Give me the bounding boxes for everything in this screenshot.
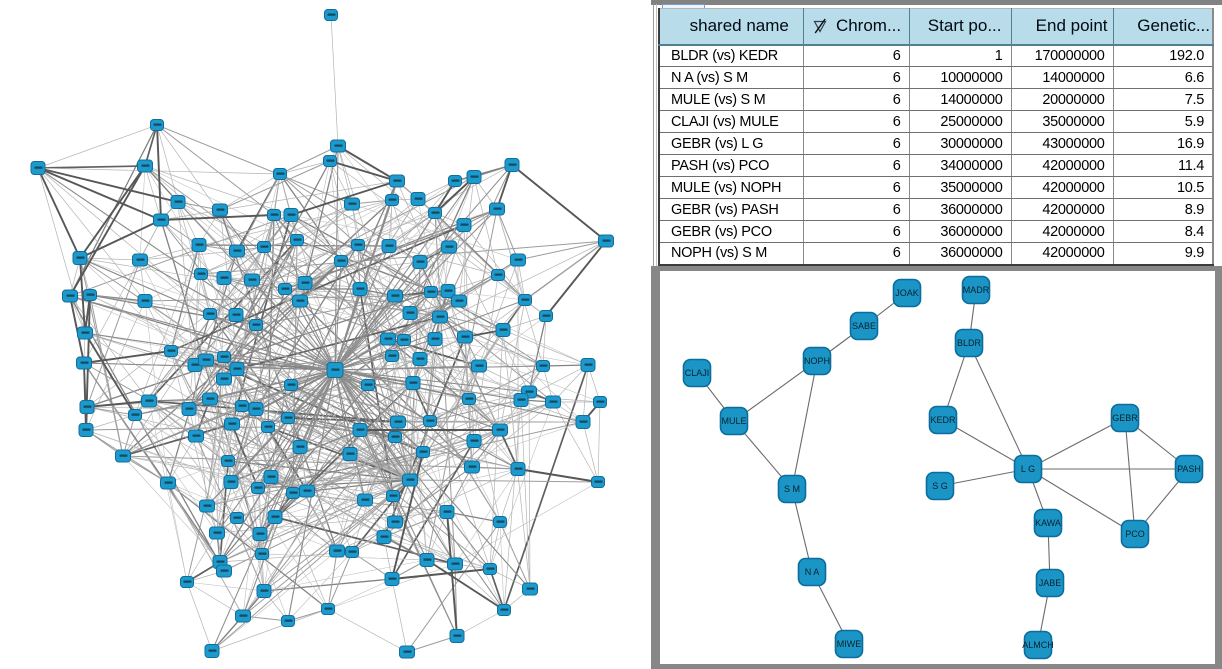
svg-text:NOPH: NOPH <box>804 356 830 366</box>
svg-text:SABE: SABE <box>852 321 876 331</box>
svg-text:S G: S G <box>932 481 948 491</box>
svg-text:CLAJI: CLAJI <box>685 368 710 378</box>
svg-text:JOAK: JOAK <box>895 288 919 298</box>
svg-text:S M: S M <box>784 484 800 494</box>
svg-text:GEBR: GEBR <box>1112 413 1138 423</box>
svg-text:MIWE: MIWE <box>837 639 862 649</box>
svg-text:ALMCH: ALMCH <box>1022 640 1054 650</box>
svg-text:BLDR: BLDR <box>957 338 982 348</box>
svg-text:PCO: PCO <box>1125 529 1145 539</box>
svg-text:KEDR: KEDR <box>930 415 956 425</box>
svg-text:JABE: JABE <box>1039 578 1062 588</box>
svg-text:N A: N A <box>805 567 820 577</box>
svg-text:KAWA: KAWA <box>1035 518 1061 528</box>
svg-text:L G: L G <box>1021 464 1035 474</box>
svg-text:MADR: MADR <box>963 285 990 295</box>
svg-text:MULE: MULE <box>721 416 746 426</box>
svg-text:PASH: PASH <box>1177 464 1201 474</box>
